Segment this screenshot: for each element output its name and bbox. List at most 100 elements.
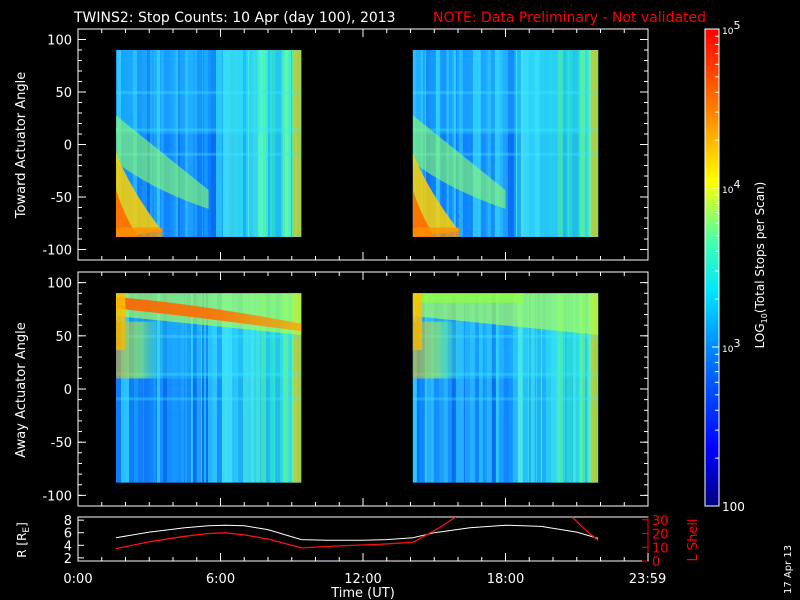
- time-xtick-label: 0:00: [63, 572, 92, 587]
- toward-ytick-label: -50: [51, 191, 72, 206]
- date-stamp: 17 Apr 13: [783, 545, 794, 594]
- away-segment-2-stripe: [495, 293, 499, 483]
- toward-axis-label: Toward Actuator Angle: [14, 72, 29, 219]
- toward-segment-1-stripe: [164, 50, 169, 237]
- away-segment-1-stripe: [129, 293, 134, 483]
- away-ytick-label: -50: [51, 436, 72, 451]
- ephemeris-lines: [115, 517, 599, 550]
- lshell-ytick-label: 0: [652, 555, 660, 570]
- away-ytick-label: 0: [64, 383, 72, 398]
- toward-segment-1-blend: [217, 50, 302, 237]
- toward-segment-1-stripe: [150, 50, 152, 237]
- time-xtick-label: 12:00: [344, 572, 381, 587]
- r-ytick-label: 4: [64, 539, 72, 554]
- away-segment-2-stripe: [512, 293, 514, 483]
- away-segment-2-stripe: [443, 293, 448, 483]
- toward-segment-2-bottom-band: [412, 227, 460, 237]
- away-segment-1-hline: [116, 372, 302, 376]
- toward-segment-1-stripe: [152, 50, 154, 237]
- lshell-series-line-3: [412, 517, 456, 543]
- toward-segment-1-stripe: [178, 50, 180, 237]
- away-segment-1-stripe: [134, 293, 138, 483]
- away-segment-2-stripe: [426, 293, 431, 483]
- toward-heatmap-panel: 100 50 0 -50 -100 Toward Actuator Angle: [14, 28, 649, 261]
- toward-segment-1-stripe: [185, 50, 188, 237]
- r-series-line: [115, 524, 599, 541]
- away-axis-label: Away Actuator Angle: [14, 322, 29, 457]
- toward-segment-2-stripe: [507, 50, 510, 237]
- away-segment-1-stripe: [149, 293, 150, 483]
- toward-segment-1-stripe: [197, 50, 202, 237]
- away-segment-2-stripe: [463, 293, 465, 483]
- away-segment-1-stripe: [144, 293, 149, 483]
- toward-segment-2-hline: [412, 128, 599, 132]
- toward-segment-1-stripe: [203, 50, 204, 237]
- away-segment-2-stripe: [433, 293, 439, 483]
- away-segment-2-stripe: [459, 293, 464, 483]
- r-ytick-label: 6: [64, 527, 72, 542]
- colorbar: 105 104 103 100 LOG10(Total Stops per Scan): [704, 19, 769, 514]
- away-segment-1-stripe: [208, 293, 212, 483]
- toward-segment-1-stripe: [180, 50, 185, 237]
- away-segment-2-stripe: [464, 293, 470, 483]
- toward-segment-2-stripe: [458, 50, 463, 237]
- toward-segment-2-stripe: [448, 50, 452, 237]
- toward-segment-2-blend: [514, 50, 599, 237]
- away-segment-2-stripe: [482, 293, 485, 483]
- toward-segment-1-lowlat-feature: [116, 115, 209, 209]
- toward-segment-2-stripe: [472, 50, 478, 237]
- lshell-series-line-1: [115, 532, 302, 550]
- preliminary-note: NOTE: Data Preliminary - Not validated: [433, 10, 706, 26]
- away-segment-2-hline: [412, 372, 599, 376]
- away-segment-1-stripe: [192, 293, 193, 483]
- toward-segment-2-hot-core: [412, 190, 436, 237]
- colorbar-tick-label: 105: [722, 19, 740, 37]
- away-heatmap-panel: 100 50 0 -50 -100 Away Actuator Angle: [14, 271, 649, 507]
- away-segment-2-stripe: [469, 293, 475, 483]
- colorbar-label: LOG10(Total Stops per Scan): [753, 182, 769, 349]
- away-segment-1-stripe: [163, 293, 167, 483]
- away-segment-2-stripe: [416, 293, 420, 483]
- toward-segment-1: [116, 50, 302, 237]
- away-segment-2-stripe: [478, 293, 483, 483]
- toward-segment-2-stripe: [494, 50, 500, 237]
- toward-segment-1-hline: [116, 128, 302, 132]
- away-segment-2-stripe: [451, 293, 456, 483]
- lshell-series-line-4: [571, 517, 599, 541]
- toward-segment-1-bottom-band: [116, 227, 163, 237]
- toward-segment-2-lowlat-feature: [412, 115, 506, 209]
- toward-segment-1-stripe: [211, 50, 216, 237]
- toward-segment-1-stripe: [174, 50, 176, 237]
- away-segment-1-stripe: [193, 293, 196, 483]
- toward-segment-2-stripe: [446, 50, 449, 237]
- toward-segment-2-hot-wedge: [412, 152, 460, 237]
- toward-ytick-label: 50: [55, 86, 72, 101]
- away-segment-2-hline: [412, 334, 599, 338]
- away-segment-1-stripe: [143, 293, 144, 483]
- toward-segment-1-stripe: [193, 50, 195, 237]
- toward-segment-1-stripe: [195, 50, 197, 237]
- away-segment-1-stripe: [187, 293, 191, 483]
- away-ytick-label: 50: [55, 330, 72, 345]
- away-ytick-label: -100: [42, 489, 72, 504]
- toward-segment-2-stripe: [462, 50, 468, 237]
- away-segment-2-stripe: [430, 293, 434, 483]
- toward-segment-2-stripe: [480, 50, 486, 237]
- away-segment-2-left-glow: [412, 321, 469, 379]
- away-ytick-label: 100: [47, 277, 72, 292]
- toward-ytick-label: -100: [42, 244, 72, 259]
- toward-segment-2-stripe: [457, 50, 459, 237]
- toward-segment-1-stripe: [176, 50, 178, 237]
- away-segment-2-stripe: [412, 293, 417, 483]
- away-segment-1-stripe: [201, 293, 202, 483]
- away-segment-2-stripe: [419, 293, 425, 483]
- lshell-ytick-label: 10: [652, 541, 669, 556]
- toward-segment-2-stripe: [451, 50, 454, 237]
- away-segment-1-hot-band: [116, 297, 302, 332]
- away-segment-1-stripe: [156, 293, 157, 483]
- toward-ytick-label: 0: [64, 139, 72, 154]
- r-ytick-label: 8: [64, 514, 72, 529]
- away-segment-1-stripe: [116, 293, 121, 483]
- time-axis-label: Time (UT): [330, 586, 395, 600]
